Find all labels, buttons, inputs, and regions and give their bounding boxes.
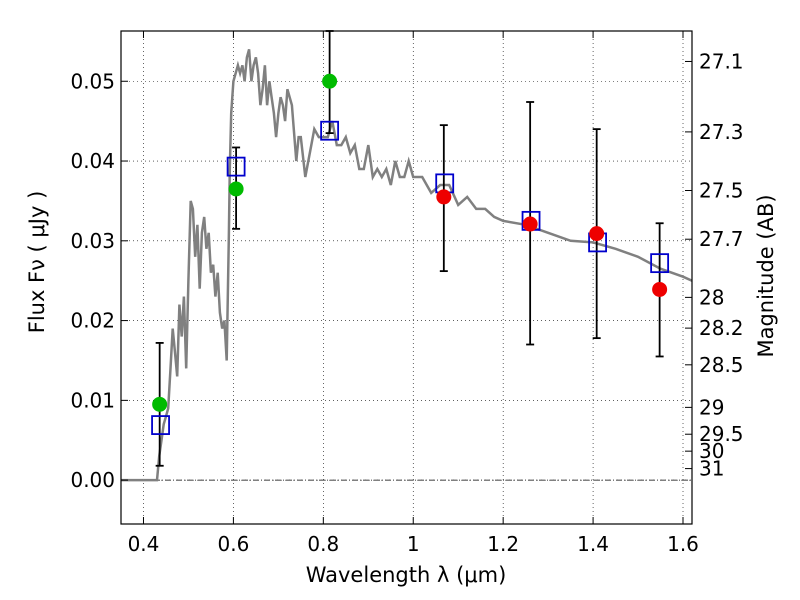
y-tick-label: 0.03 (70, 229, 115, 253)
mag-tick-label: 27.5 (699, 178, 744, 202)
mag-tick-label: 29 (699, 395, 724, 419)
observed-flux-point (652, 281, 668, 297)
x-tick-label: 0.8 (307, 532, 339, 556)
mag-tick-label: 27.1 (699, 49, 744, 73)
y-tick-label: 0.02 (70, 309, 115, 333)
x-tick-label: 0.6 (217, 532, 249, 556)
mag-tick-label: 28.2 (699, 316, 744, 340)
y-tick-label: 0.00 (70, 468, 115, 492)
mag-tick-label: 27.3 (699, 120, 744, 144)
x-axis-label: Wavelength λ (μm) (306, 563, 507, 587)
observed-flux-point (522, 216, 538, 232)
observed-flux-point (228, 181, 244, 197)
y-axis: 0.00 0.01 0.02 0.03 0.04 0.05 (70, 69, 128, 492)
x-tick-label: 1.6 (667, 532, 699, 556)
observed-flux-point (436, 189, 452, 205)
mag-tick-label: 28.5 (699, 353, 744, 377)
model-photometry-square (650, 253, 670, 274)
y-axis-label: Flux Fν ( μJy ) (25, 191, 49, 334)
observed-flux-point (322, 73, 338, 89)
model-photometry-square (320, 120, 340, 141)
mag-tick-label: 29.5 (699, 422, 744, 446)
mag-tick-label: 30 (699, 439, 724, 463)
x-tick-label: 0.4 (128, 532, 160, 556)
y-tick-label: 0.01 (70, 388, 115, 412)
y-tick-label: 0.05 (70, 69, 115, 93)
plot-frame (120, 30, 693, 525)
model-photometry-square (226, 156, 246, 177)
x-tick-label: 1.2 (487, 532, 519, 556)
plot-area (121, 30, 692, 482)
x-axis: 0.4 0.6 0.8 1 1.2 1.4 1.6 (128, 31, 699, 556)
x-tick-label: 1 (407, 532, 420, 556)
model-photometry-square (151, 415, 170, 435)
model-spectrum-line (121, 48, 692, 482)
x-tick-label: 1.4 (577, 532, 609, 556)
observed-flux-point (152, 396, 168, 412)
grid-lines (121, 31, 692, 524)
mag-tick-label: 28 (699, 285, 724, 309)
observed-flux-point (589, 226, 605, 242)
mag-tick-label: 31 (699, 457, 724, 481)
y-tick-label: 0.04 (70, 149, 115, 173)
y2-axis-label: Magnitude (AB) (754, 194, 778, 357)
mag-tick-label: 27.7 (699, 227, 744, 251)
